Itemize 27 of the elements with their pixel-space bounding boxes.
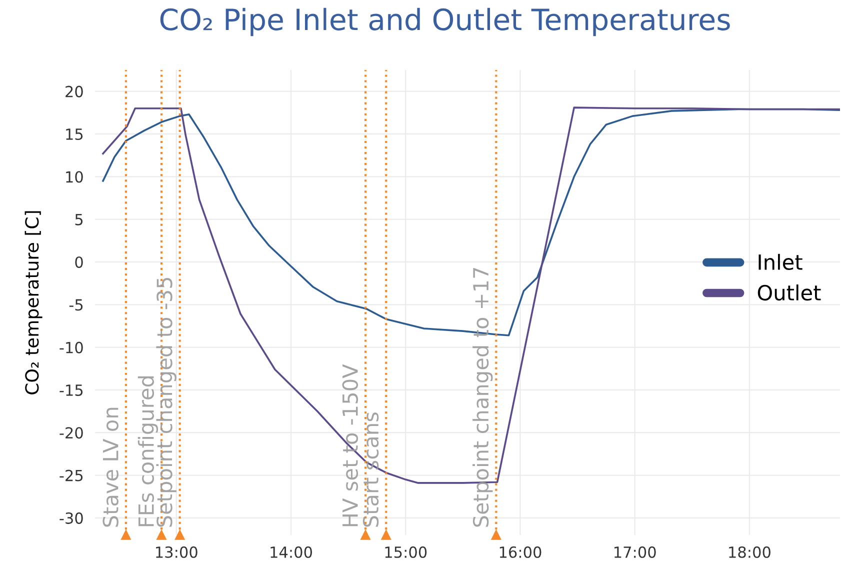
- ref-line-label: Stave LV on: [102, 408, 118, 527]
- y-tick-label: -5: [69, 299, 83, 311]
- line-series: [102, 108, 840, 336]
- x-tick-label: 14:00: [270, 546, 312, 558]
- y-tick-label: 15: [66, 128, 83, 140]
- legend-label: Inlet: [758, 254, 802, 270]
- y-tick-label: -20: [60, 427, 83, 439]
- legend-label: Outlet: [758, 284, 821, 301]
- y-tick-label: 20: [66, 86, 83, 98]
- x-tick-label: 18:00: [729, 546, 770, 558]
- y-tick-label: -30: [60, 512, 83, 524]
- ref-line-label: Start scans: [362, 412, 379, 527]
- x-tick-label: 17:00: [614, 546, 656, 558]
- y-tick-label: 10: [66, 171, 83, 183]
- y-tick-label: -25: [60, 470, 83, 482]
- y-tick-label: -10: [60, 342, 83, 354]
- chart-title: CO₂ Pipe Inlet and Outlet Temperatures: [160, 8, 730, 36]
- x-tick-label: 15:00: [385, 546, 427, 558]
- x-tick-label: 13:00: [156, 546, 198, 558]
- ref-line-label: HV set to -150V: [342, 364, 358, 526]
- y-tick-label: 5: [75, 214, 83, 226]
- x-tick-label: 16:00: [500, 546, 542, 558]
- ref-line-label: Setpoint changed to +17: [472, 268, 493, 527]
- y-tick-label: -15: [60, 384, 83, 396]
- ref-line-label: Setpoint changed to -35: [156, 278, 176, 527]
- y-tick-label: 0: [75, 256, 83, 268]
- y-axis-title: CO₂ temperature [C]: [24, 211, 42, 394]
